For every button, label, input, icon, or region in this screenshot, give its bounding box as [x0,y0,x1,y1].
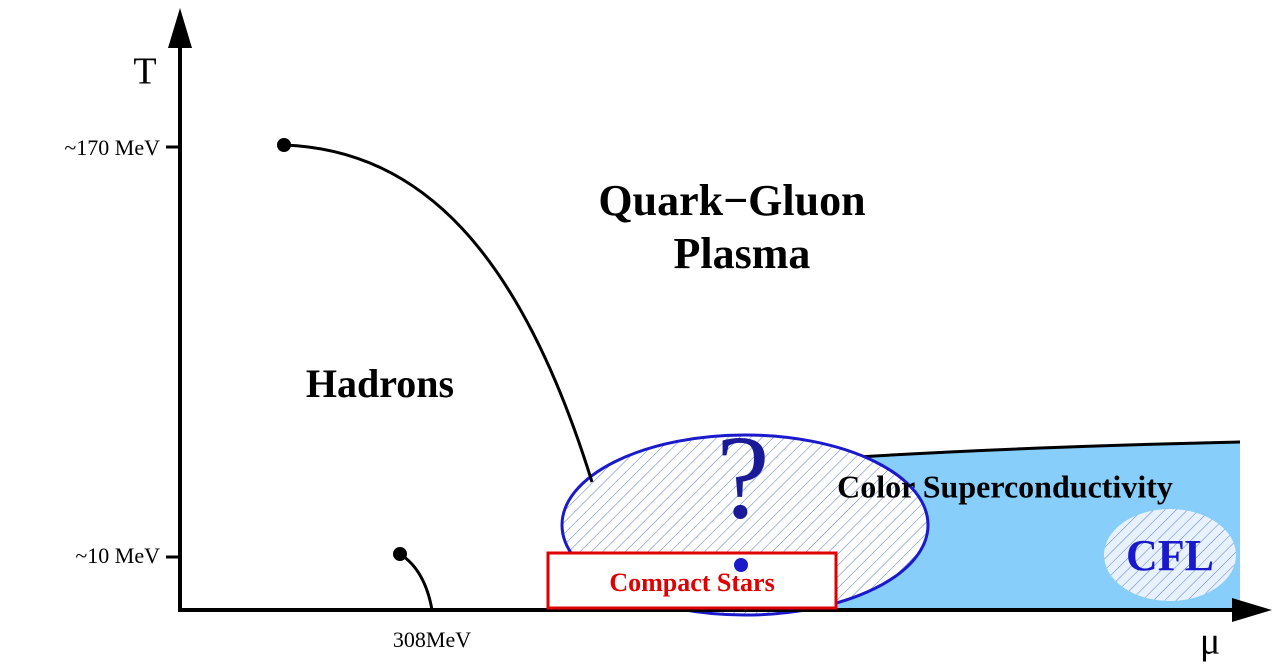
phase-boundary [283,143,594,483]
y-arrow [168,8,192,48]
cfl-label: CFL [1126,531,1214,580]
x-label: μ [1200,621,1220,663]
question-dot [734,558,748,572]
y-tick-label: ~170 MeV [64,135,160,160]
x-tick-label: 308MeV [393,627,471,652]
question-mark: ? [716,411,769,544]
hadrons-label: Hadrons [306,361,454,406]
csc-label: Color Superconductivity [837,468,1173,504]
y-label: T [133,51,156,93]
y-tick-label: ~10 MeV [75,543,160,568]
critical-point [277,138,291,152]
compact-stars-label: Compact Stars [609,568,774,597]
qgp-label: Quark−Gluon [598,176,865,225]
nuclear-boundary [399,552,434,611]
compact-stars-box [546,551,838,610]
x-arrow [1232,598,1272,622]
nuclear-point [393,547,407,561]
cfl-ellipse [1104,509,1236,601]
qgp-label: Plasma [674,229,811,278]
